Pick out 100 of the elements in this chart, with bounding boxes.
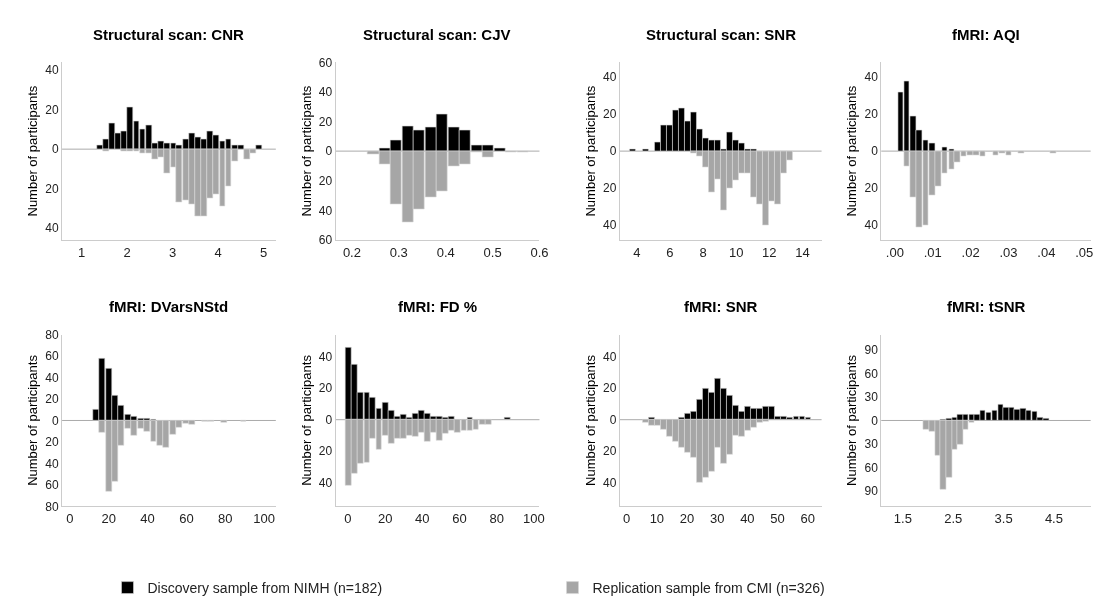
y-tick-label: 40 <box>45 221 59 236</box>
y-tick-label: 20 <box>45 102 59 117</box>
x-tick-label: 2 <box>123 244 131 260</box>
y-tick-label: 60 <box>864 460 879 475</box>
x-tick-label: 30 <box>709 510 725 526</box>
x-tick-label: 40 <box>140 510 155 526</box>
x-tick-label: 4.5 <box>1044 510 1063 526</box>
x-tick-label: 20 <box>377 510 393 526</box>
y-tick-label: 40 <box>603 349 617 364</box>
y-tick-label: 0 <box>51 142 59 157</box>
y-tick-label: 0 <box>871 413 879 428</box>
chart-title: fMRI: FD % <box>398 298 478 315</box>
x-tick-label: .00 <box>885 244 904 260</box>
chart-title: fMRI: DVarsNStd <box>109 298 229 315</box>
y-tick-label: 40 <box>603 475 617 490</box>
x-tick-label: 0.6 <box>530 244 549 260</box>
x-tick-label: 0.2 <box>342 244 361 260</box>
x-tick-label: 100 <box>523 510 545 526</box>
x-tick-label: 6 <box>666 244 674 260</box>
y-tick-label: 40 <box>603 70 617 85</box>
chart-title: fMRI: AQI <box>952 26 1020 43</box>
x-tick-label: 12 <box>762 244 777 260</box>
y-tick-label: 30 <box>864 437 879 452</box>
x-tick-label: .05 <box>1075 244 1094 260</box>
y-axis-title: Number of participants <box>844 354 860 486</box>
y-tick-label: 0 <box>51 413 59 428</box>
y-tick-label: 20 <box>45 181 59 196</box>
y-tick-label: 90 <box>864 483 879 498</box>
y-axis-title: Number of participants <box>25 354 41 486</box>
y-tick-label: 20 <box>318 381 333 396</box>
y-tick-label: 0 <box>325 144 333 159</box>
y-tick-label: 90 <box>864 343 879 358</box>
x-tick-label: 8 <box>699 244 707 260</box>
y-tick-label: 40 <box>864 70 879 85</box>
x-tick-label: 100 <box>253 510 276 526</box>
x-tick-label: 20 <box>679 510 695 526</box>
x-tick-label: 0 <box>66 510 74 526</box>
x-tick-label: 0.4 <box>436 244 455 260</box>
y-tick-label: 0 <box>325 412 333 427</box>
legend-label: Replication sample from CMI (n=326) <box>592 580 825 597</box>
y-tick-label: 40 <box>45 456 59 471</box>
x-tick-label: 80 <box>489 510 504 526</box>
x-tick-label: 3 <box>168 244 177 260</box>
x-tick-label: .01 <box>923 244 942 260</box>
y-axis-title: Number of participants <box>298 354 314 486</box>
chart-title: Structural scan: CJV <box>363 26 511 43</box>
x-tick-label: 0 <box>344 510 352 526</box>
x-tick-label: 1 <box>78 244 86 260</box>
y-axis-title: Number of participants <box>298 85 314 217</box>
x-tick-label: 60 <box>800 510 815 526</box>
y-tick-label: 20 <box>318 173 333 188</box>
y-tick-label: 40 <box>45 63 59 78</box>
x-tick-label: .03 <box>999 244 1018 260</box>
y-tick-label: 30 <box>864 390 879 405</box>
y-tick-label: 20 <box>318 114 333 129</box>
y-tick-label: 40 <box>864 218 879 233</box>
legend-label: Discovery sample from NIMH (n=182) <box>147 580 383 597</box>
y-axis-title: Number of participants <box>582 354 598 486</box>
y-tick-label: 40 <box>318 475 333 490</box>
y-tick-label: 20 <box>603 107 617 122</box>
x-tick-label: .02 <box>961 244 980 260</box>
y-tick-label: 60 <box>45 478 59 493</box>
y-axis-title: Number of participants <box>25 85 41 217</box>
x-tick-label: 40 <box>415 510 430 526</box>
y-tick-label: 80 <box>45 499 59 514</box>
y-tick-label: 40 <box>603 218 617 233</box>
x-tick-label: 10 <box>728 244 744 260</box>
chart-title: fMRI: tSNR <box>947 298 1026 315</box>
chart-title: fMRI: SNR <box>684 298 758 315</box>
x-tick-label: 4 <box>214 244 222 260</box>
y-tick-label: 20 <box>45 392 59 407</box>
y-tick-label: 60 <box>318 233 333 248</box>
y-tick-label: 20 <box>864 107 879 122</box>
y-tick-label: 20 <box>603 381 617 396</box>
y-tick-label: 40 <box>318 203 333 218</box>
chart-title: Structural scan: SNR <box>646 26 797 43</box>
x-tick-label: 0.3 <box>389 244 408 260</box>
x-tick-label: 14 <box>795 244 810 260</box>
y-tick-label: 20 <box>603 444 617 459</box>
y-tick-label: 60 <box>864 366 879 381</box>
x-tick-label: 40 <box>740 510 755 526</box>
chart-title: Structural scan: CNR <box>93 26 245 43</box>
y-tick-label: 0 <box>609 412 617 427</box>
y-tick-label: 20 <box>45 435 59 450</box>
y-tick-label: 40 <box>45 370 59 385</box>
y-tick-label: 20 <box>603 181 617 196</box>
y-axis-title: Number of participants <box>582 85 598 217</box>
y-axis-title: Number of participants <box>844 85 860 217</box>
y-tick-label: 80 <box>45 327 59 342</box>
x-tick-label: 2.5 <box>944 510 963 526</box>
y-tick-label: 0 <box>871 144 879 159</box>
x-tick-label: .04 <box>1037 244 1056 260</box>
x-tick-label: 60 <box>452 510 467 526</box>
x-tick-label: 20 <box>101 510 116 526</box>
x-tick-label: 0.5 <box>483 244 502 260</box>
y-tick-label: 40 <box>318 349 333 364</box>
y-tick-label: 20 <box>864 181 879 196</box>
y-tick-label: 60 <box>318 55 333 70</box>
x-tick-label: 10 <box>649 510 665 526</box>
x-tick-label: 60 <box>179 510 194 526</box>
